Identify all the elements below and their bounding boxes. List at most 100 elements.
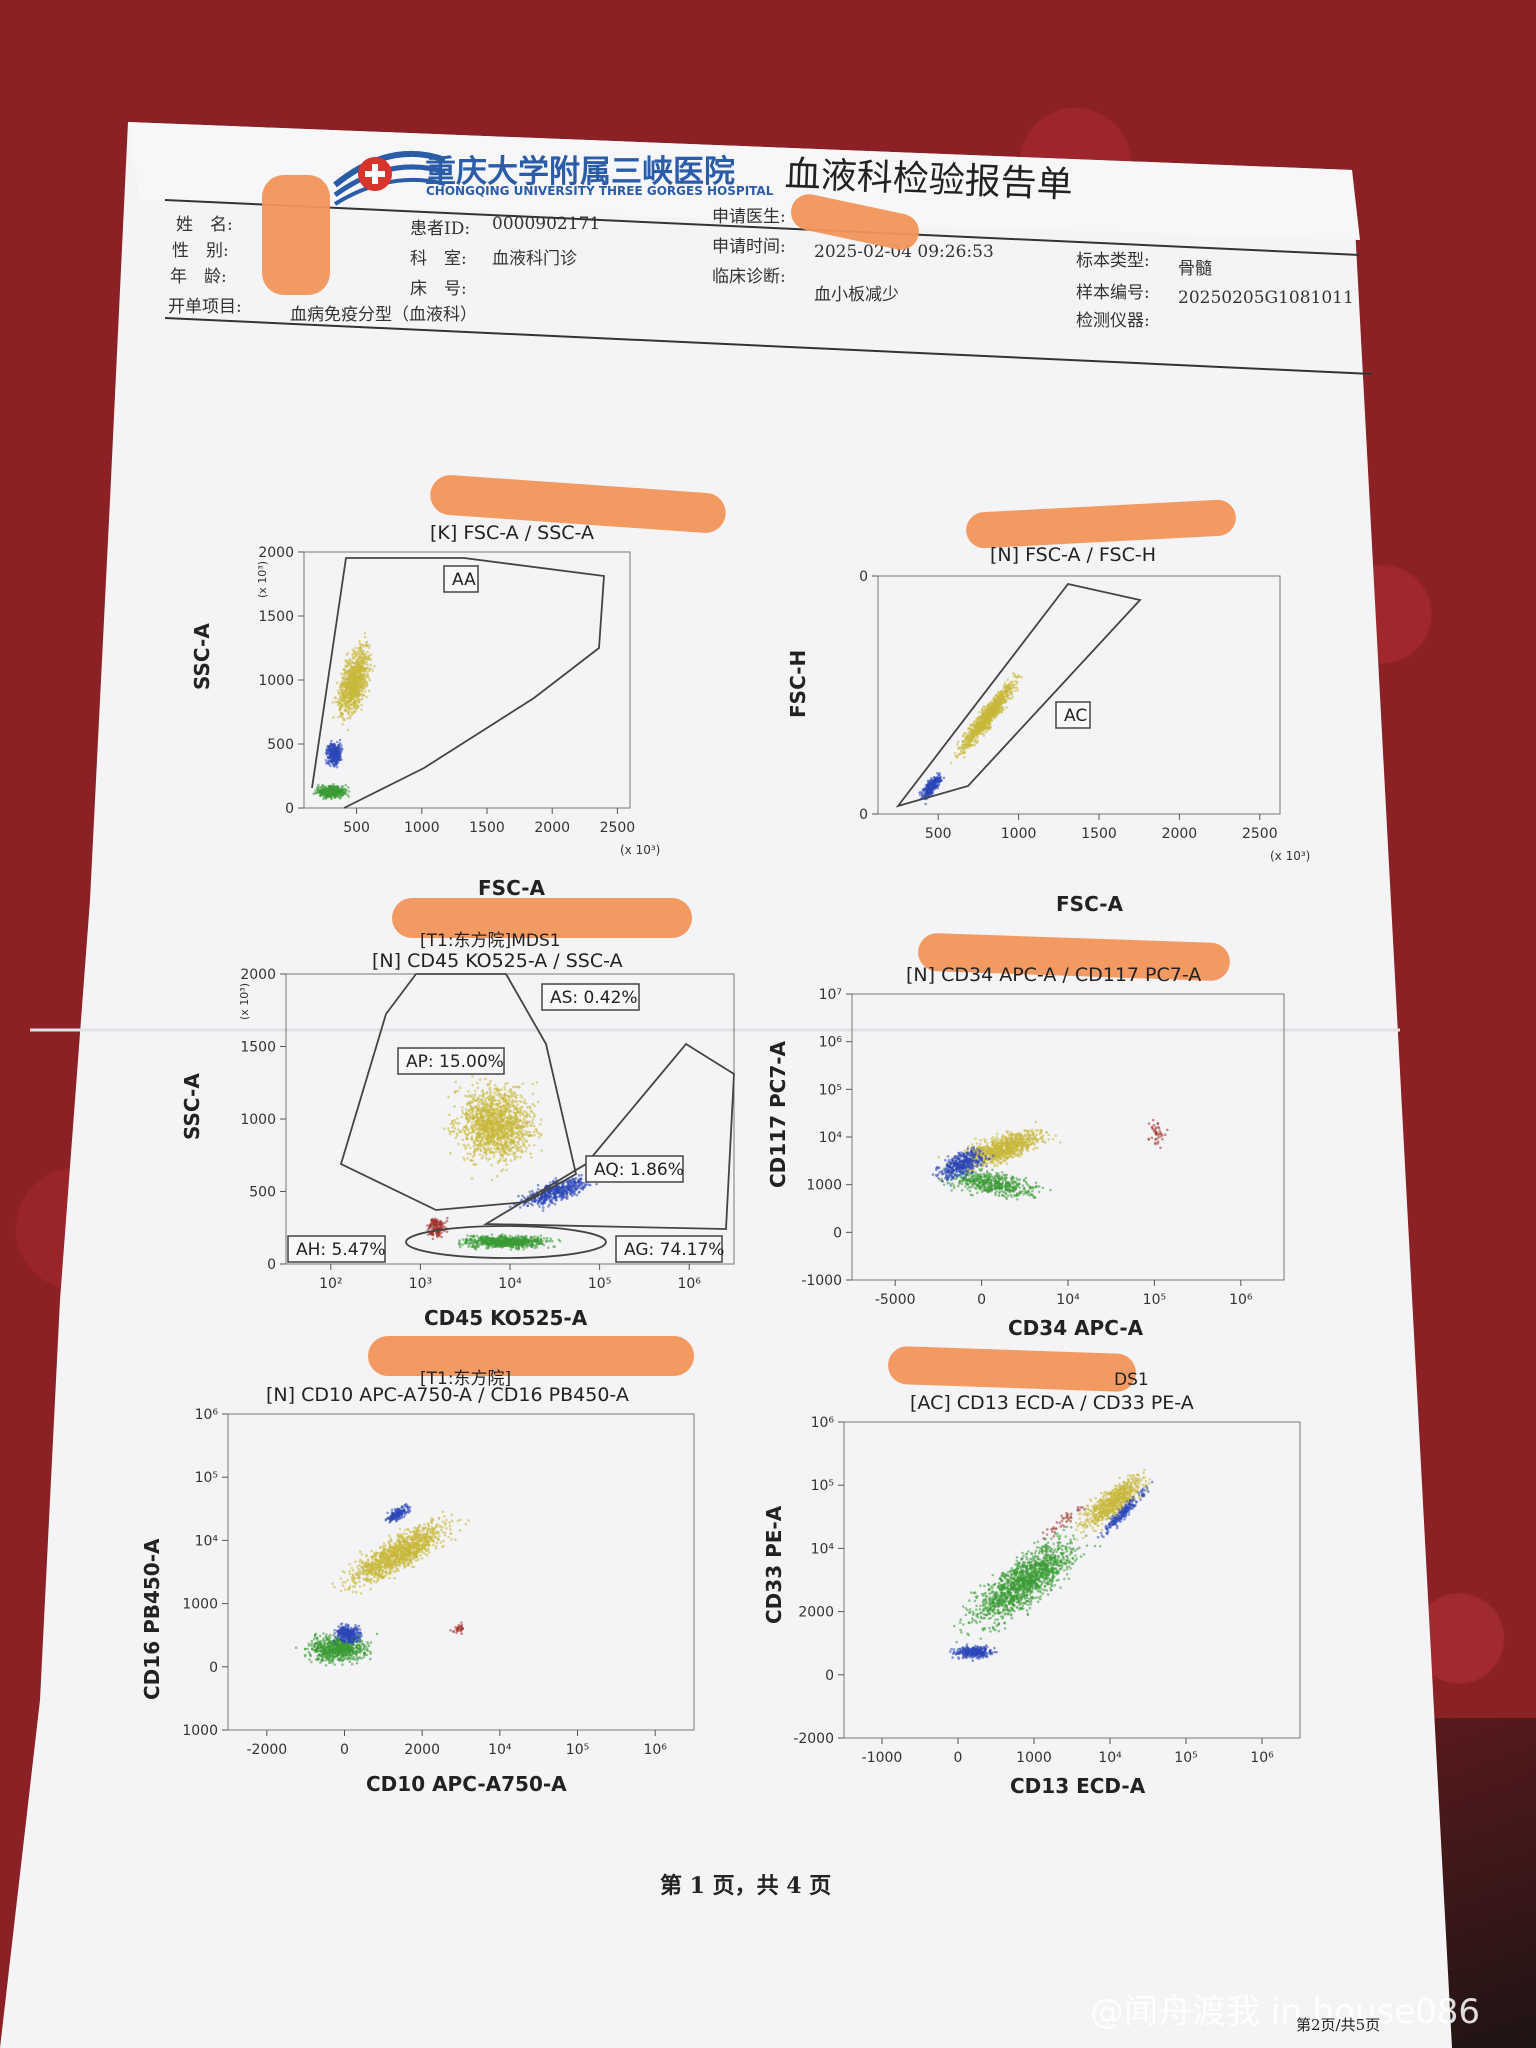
gate-label-box <box>585 1155 684 1183</box>
x-tick-label: -2000 <box>246 1742 287 1758</box>
gate-polygon <box>405 1225 607 1259</box>
scatter-plot-cd45-ssc: 10² 10³ 10⁴ 10⁵ 10⁶ 0 500 1000 1500 2000(x 10³) AS… <box>238 968 735 1292</box>
gate-label-box <box>397 1047 505 1075</box>
y-tick-label: 0 <box>285 801 294 817</box>
y-tick-label: 1500 <box>240 1040 276 1056</box>
scatter-plot-fsc-fsch: 50010001500200025002001000(x 10³)(x 10³)… <box>858 569 1310 863</box>
order-label: 开单项目: <box>168 297 242 317</box>
x-tick-label: 2000 <box>534 820 570 836</box>
y-tick-label: 10⁶ <box>819 1035 843 1051</box>
y-tick-label: 10⁶ <box>195 1407 219 1423</box>
name-label: 姓 名: <box>176 215 233 235</box>
x-unit-label: (x 10³) <box>1270 849 1310 863</box>
cell-population <box>331 1510 471 1595</box>
bed-label: 床 号: <box>410 279 467 299</box>
y-unit-label: (x 10³) <box>256 561 269 598</box>
y-tick-label: 2000 <box>258 546 294 561</box>
y-tick-label: 200 <box>858 807 868 823</box>
y-tick-label: -1000 <box>184 1723 218 1739</box>
gate-label: AS: 0.42% <box>550 988 638 1008</box>
cell-population <box>931 1145 995 1187</box>
cell-population <box>948 1643 998 1662</box>
cell-population <box>449 1621 465 1635</box>
y-axis-label: CD117 PC7-A <box>766 1040 790 1188</box>
plot-frame <box>877 575 1281 815</box>
gate-label-box <box>443 565 479 593</box>
watermark: @闻舟渡我 in house086 <box>1090 1992 1481 2032</box>
gate-polygon <box>895 582 1142 808</box>
y-tick-label: 1500 <box>258 609 294 625</box>
gate-polygon <box>339 973 578 1211</box>
cell-population <box>332 1622 363 1645</box>
y-tick-label: 10⁴ <box>811 1541 835 1557</box>
x-tick-label: 10⁶ <box>643 1742 667 1758</box>
data-points <box>948 1468 1154 1662</box>
cell-population <box>294 1632 379 1667</box>
y-tick-label: 1000 <box>240 1112 276 1128</box>
data-points <box>294 1502 471 1667</box>
x-tick-label: 1000 <box>1001 826 1037 842</box>
gate-label: AP: 15.00% <box>406 1052 504 1072</box>
chart-title: [AC] CD13 ECD-A / CD33 PE-A <box>910 1392 1194 1414</box>
patient-id: 0000902171 <box>492 214 601 234</box>
x-tick-label: -5000 <box>875 1292 916 1308</box>
chart-title: [N] CD10 APC-A750-A / CD16 PB450-A <box>266 1384 629 1406</box>
scatter-plot-cd13-cd33: -1000 0 1000 10⁴ 10⁵ 10⁶ -2000 0 2000 10⁴ 10⁵ 10⁶ <box>793 1415 1301 1766</box>
plot-frame <box>227 1413 695 1731</box>
x-tick-label: 10⁶ <box>1229 1292 1253 1308</box>
doctor-label: 申请医生: <box>712 207 786 227</box>
cell-population <box>457 1233 562 1251</box>
y-axis-label: FSC-H <box>786 649 810 718</box>
x-axis-label: CD34 APC-A <box>1008 1316 1144 1340</box>
data-points <box>931 1118 1169 1201</box>
x-tick-label: 1000 <box>404 820 440 836</box>
page-corner-text: 第2页/共5页 <box>1296 2016 1381 2034</box>
x-axis-label: CD13 ECD-A <box>1010 1774 1146 1798</box>
x-tick-label: 10⁵ <box>566 1742 589 1758</box>
y-tick-label: 2000 <box>240 968 276 983</box>
x-axis-label: CD10 APC-A750-A <box>366 1772 567 1796</box>
cell-population <box>331 632 376 732</box>
order-value: 血病免疫分型（血液科） <box>290 305 477 325</box>
plot-frame <box>843 1421 1301 1739</box>
redaction-mark <box>392 898 692 938</box>
cell-population <box>384 1502 412 1524</box>
gate-label-box <box>1055 701 1091 729</box>
diag-label: 临床诊断: <box>712 267 786 287</box>
y-tick-label: 10⁵ <box>811 1478 834 1494</box>
gate-label: AG: 74.17% <box>624 1240 724 1260</box>
y-tick-label: 10⁷ <box>819 987 842 1003</box>
cell-population <box>918 771 946 806</box>
x-tick-label: 10⁶ <box>677 1276 701 1292</box>
x-tick-label: 0 <box>954 1750 963 1766</box>
chart-title: [N] CD34 APC-A / CD117 PC7-A <box>906 964 1202 986</box>
y-axis-label: CD16 PB450-A <box>140 1538 164 1700</box>
y-tick-label: 10⁴ <box>819 1130 843 1146</box>
specimen-label: 标本类型: <box>1076 251 1150 271</box>
y-tick-label: 10⁵ <box>195 1470 218 1486</box>
dept-label: 科 室: <box>410 249 467 269</box>
chart-subtitle: [T1:东方院]MDS1 <box>420 931 561 951</box>
y-tick-label: 1000 <box>184 1597 218 1613</box>
scatter-plot-cd10-cd16: -2000 0 2000 10⁴ 10⁵ 10⁶ -1000 0 1000 10⁴ 10⁵ 10⁶ <box>184 1407 695 1758</box>
y-tick-label: 0 <box>267 1257 276 1273</box>
x-axis-label: CD45 KO525-A <box>424 1306 588 1330</box>
x-tick-label: 10⁴ <box>1056 1292 1080 1308</box>
instrument-label: 检测仪器: <box>1076 311 1150 331</box>
plot-frame <box>851 993 1285 1281</box>
redaction-mark <box>368 1336 694 1376</box>
x-tick-label: 10² <box>319 1276 342 1292</box>
x-tick-label: 10⁵ <box>1174 1750 1197 1766</box>
x-unit-label: (x 10³) <box>620 843 660 857</box>
gate-label: AC <box>1064 706 1087 726</box>
cell-population <box>949 672 1023 765</box>
cell-population <box>508 1169 602 1212</box>
x-tick-label: 2000 <box>404 1742 440 1758</box>
diag: 血小板减少 <box>814 285 899 305</box>
x-tick-label: 10⁶ <box>1250 1750 1274 1766</box>
x-tick-label: 10⁴ <box>1098 1750 1122 1766</box>
x-tick-label: 1500 <box>1081 826 1117 842</box>
gate-label-box <box>615 1235 723 1263</box>
chart-title: [N] CD45 KO525-A / SSC-A <box>372 950 623 972</box>
sample-label: 样本编号: <box>1076 283 1150 303</box>
